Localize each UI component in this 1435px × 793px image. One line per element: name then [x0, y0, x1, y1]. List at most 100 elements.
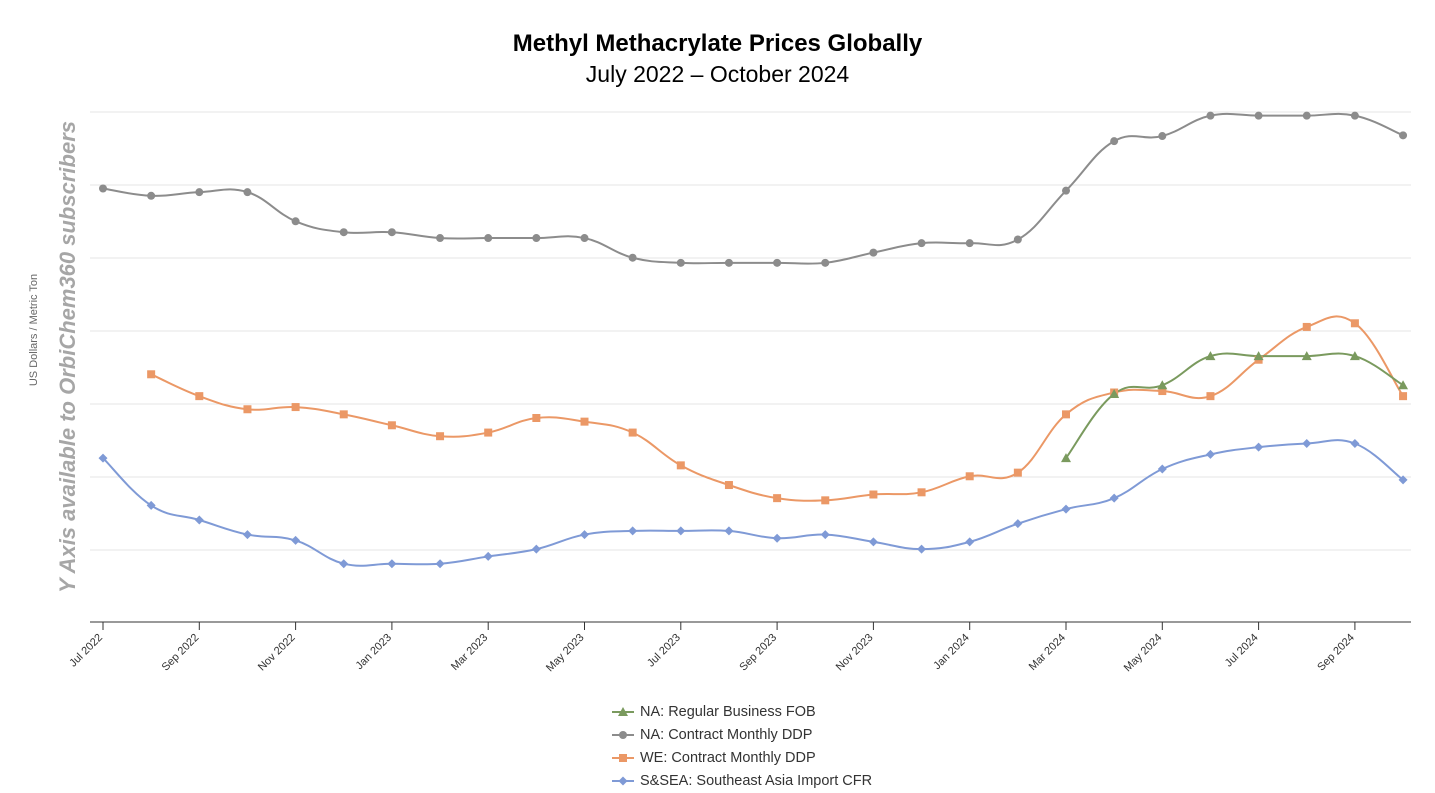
legend-marker: [612, 706, 634, 716]
data-point-s-sea-southeast-asia-import-cfr: [1350, 439, 1360, 448]
data-point-we-contract-monthly-ddp: [1158, 387, 1167, 396]
data-point-na-contract-monthly-ddp: [243, 188, 252, 197]
data-point-na-regular-business-fob: [1398, 380, 1409, 390]
data-point-s-sea-southeast-asia-import-cfr: [1061, 504, 1071, 514]
x-tick-label: Jul 2022: [67, 632, 105, 670]
series-markers: [98, 111, 1409, 569]
legend-marker-shape: [618, 706, 628, 716]
data-point-na-contract-monthly-ddp: [195, 188, 204, 197]
data-point-s-sea-southeast-asia-import-cfr: [676, 526, 686, 536]
data-point-s-sea-southeast-asia-import-cfr: [1109, 493, 1119, 503]
legend: NA: Regular Business FOB NA: Contract Mon…: [612, 700, 872, 792]
data-point-s-sea-southeast-asia-import-cfr: [772, 533, 782, 543]
data-point-na-contract-monthly-ddp: [1158, 132, 1167, 141]
series-line-na-contract-monthly-ddp: [102, 112, 1404, 265]
data-point-na-contract-monthly-ddp: [628, 253, 637, 262]
data-point-we-contract-monthly-ddp: [676, 461, 685, 470]
x-tick-label: Jan 2023: [354, 632, 394, 672]
data-point-s-sea-southeast-asia-import-cfr: [483, 551, 493, 561]
data-point-we-contract-monthly-ddp: [243, 405, 252, 414]
data-point-s-sea-southeast-asia-import-cfr: [1302, 439, 1312, 448]
legend-item[interactable]: S&SEA: Southeast Asia Import CFR: [612, 769, 872, 792]
series-line-s-sea-southeast-asia-import-cfr: [102, 439, 1404, 567]
data-point-na-contract-monthly-ddp: [965, 239, 974, 248]
data-point-s-sea-southeast-asia-import-cfr: [98, 453, 108, 463]
data-point-we-contract-monthly-ddp: [1350, 319, 1359, 328]
data-point-na-contract-monthly-ddp: [339, 228, 348, 237]
watermark: Y Axis available to OrbiChem360 subscrib…: [55, 121, 80, 593]
x-tick-label: Sep 2023: [737, 632, 779, 674]
data-point-s-sea-southeast-asia-import-cfr: [531, 544, 541, 554]
data-point-na-regular-business-fob: [1301, 351, 1312, 361]
data-point-na-regular-business-fob: [1157, 380, 1168, 390]
data-point-s-sea-southeast-asia-import-cfr: [868, 537, 878, 547]
data-point-we-contract-monthly-ddp: [1399, 392, 1408, 401]
gridlines: [90, 111, 1411, 551]
data-point-na-contract-monthly-ddp: [1254, 111, 1263, 120]
x-tick-label: Mar 2023: [449, 632, 490, 673]
data-point-s-sea-southeast-asia-import-cfr: [194, 515, 204, 525]
data-point-we-contract-monthly-ddp: [869, 490, 878, 499]
data-point-s-sea-southeast-asia-import-cfr: [724, 526, 734, 536]
data-point-s-sea-southeast-asia-import-cfr: [917, 544, 927, 554]
data-point-s-sea-southeast-asia-import-cfr: [339, 559, 349, 569]
data-point-s-sea-southeast-asia-import-cfr: [1013, 519, 1023, 529]
data-point-we-contract-monthly-ddp: [773, 494, 782, 503]
data-point-na-contract-monthly-ddp: [580, 234, 589, 243]
data-point-s-sea-southeast-asia-import-cfr: [965, 537, 975, 547]
data-point-s-sea-southeast-asia-import-cfr: [1398, 475, 1408, 485]
data-point-s-sea-southeast-asia-import-cfr: [242, 530, 252, 540]
data-point-na-contract-monthly-ddp: [917, 239, 926, 248]
x-tick-label: Jul 2024: [1223, 632, 1261, 670]
legend-item[interactable]: WE: Contract Monthly DDP: [612, 746, 872, 769]
x-tick-label: May 2023: [544, 632, 587, 675]
data-point-na-contract-monthly-ddp: [1206, 111, 1215, 120]
data-point-s-sea-southeast-asia-import-cfr: [628, 526, 638, 536]
data-point-s-sea-southeast-asia-import-cfr: [146, 500, 156, 510]
data-point-na-contract-monthly-ddp: [676, 258, 685, 267]
data-point-na-contract-monthly-ddp: [99, 184, 107, 193]
data-point-s-sea-southeast-asia-import-cfr: [435, 559, 445, 569]
x-tick-label: Sep 2022: [160, 632, 202, 674]
legend-label: NA: Regular Business FOB: [640, 703, 816, 720]
data-point-we-contract-monthly-ddp: [1206, 392, 1215, 401]
series-line-we-contract-monthly-ddp: [150, 315, 1404, 502]
data-point-na-regular-business-fob: [1205, 351, 1216, 361]
legend-item[interactable]: NA: Contract Monthly DDP: [612, 723, 872, 746]
data-point-na-contract-monthly-ddp: [773, 258, 782, 267]
data-point-na-contract-monthly-ddp: [1110, 137, 1119, 146]
legend-label: WE: Contract Monthly DDP: [640, 749, 816, 766]
data-point-s-sea-southeast-asia-import-cfr: [1254, 442, 1264, 452]
data-point-na-contract-monthly-ddp: [1062, 186, 1070, 195]
data-point-na-contract-monthly-ddp: [387, 228, 396, 237]
data-point-we-contract-monthly-ddp: [1062, 410, 1070, 419]
data-point-we-contract-monthly-ddp: [339, 410, 348, 419]
x-tick-labels: Jul 2022 Sep 2022 Nov 2022 Jan 2023 Mar 2023…: [67, 622, 1357, 674]
data-point-we-contract-monthly-ddp: [917, 488, 926, 497]
data-point-s-sea-southeast-asia-import-cfr: [1205, 449, 1215, 459]
data-point-we-contract-monthly-ddp: [291, 403, 300, 412]
data-point-na-contract-monthly-ddp: [291, 217, 300, 226]
legend-marker: [612, 730, 634, 739]
data-point-na-contract-monthly-ddp: [1302, 111, 1311, 120]
data-point-na-contract-monthly-ddp: [532, 234, 541, 243]
data-point-na-contract-monthly-ddp: [1399, 131, 1408, 140]
x-tick-label: Mar 2024: [1027, 632, 1068, 673]
chart-subtitle: July 2022 – October 2024: [585, 61, 850, 87]
legend-marker-shape: [619, 730, 627, 739]
data-point-na-contract-monthly-ddp: [1350, 111, 1359, 120]
data-point-na-contract-monthly-ddp: [821, 258, 830, 267]
x-tick-label: May 2024: [1122, 632, 1165, 675]
y-axis-label: US Dollars / Metric Ton: [28, 274, 40, 386]
data-point-s-sea-southeast-asia-import-cfr: [1157, 464, 1167, 474]
data-point-we-contract-monthly-ddp: [387, 421, 396, 430]
data-point-s-sea-southeast-asia-import-cfr: [291, 535, 301, 545]
legend-item[interactable]: NA: Regular Business FOB: [612, 700, 872, 723]
data-point-we-contract-monthly-ddp: [965, 472, 974, 481]
data-point-na-contract-monthly-ddp: [436, 234, 445, 243]
data-point-na-regular-business-fob: [1109, 388, 1120, 398]
data-point-na-contract-monthly-ddp: [147, 191, 156, 200]
legend-marker: [612, 776, 634, 785]
